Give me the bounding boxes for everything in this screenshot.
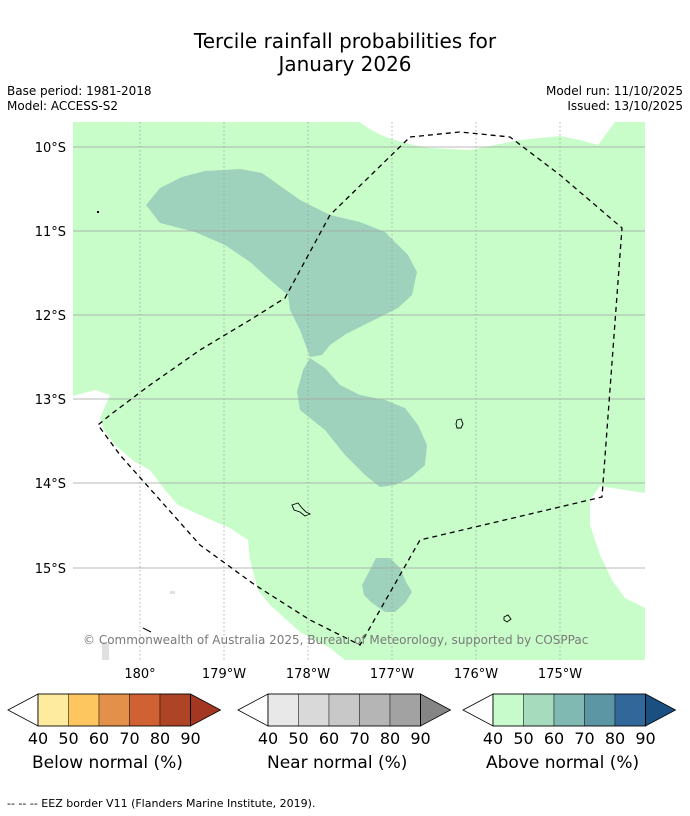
colorbar-segment <box>359 693 391 727</box>
colorbar-frame <box>37 693 191 727</box>
colorbar-segment <box>159 693 191 727</box>
colorbar-segment <box>389 693 421 727</box>
eez-border <box>97 131 623 646</box>
colorbar-tick-label: 50 <box>288 729 308 748</box>
model-info: Base period: 1981-2018 Model: ACCESS-S2 <box>7 84 152 114</box>
lon-label: 175°W <box>538 667 582 682</box>
colorbar-tick-label: 80 <box>150 729 170 748</box>
colorbar-tick-label: 60 <box>89 729 109 748</box>
colorbar-high-arrow <box>190 693 222 727</box>
copyright-notice: © Commonwealth of Australia 2025, Bureau… <box>83 633 589 647</box>
model-name: Model: ACCESS-S2 <box>7 99 119 113</box>
lon-label: 179°W <box>202 667 246 682</box>
colorbar-tick-label: 80 <box>380 729 400 748</box>
island-outline <box>455 418 464 429</box>
colorbar-tick-label: 40 <box>483 729 503 748</box>
colorbar-segment <box>37 693 69 727</box>
eez-footnote: -- -- -- EEZ border V11 (Flanders Marine… <box>7 797 316 810</box>
model-run: Model run: 11/10/2025 <box>545 84 683 98</box>
colorbar-tick-label: 60 <box>319 729 339 748</box>
colorbar-tick-label: 70 <box>119 729 139 748</box>
colorbar-segment <box>614 693 646 727</box>
legend-above-normal-title: Above normal (%) <box>486 753 640 773</box>
colorbar-tick-label: 40 <box>258 729 278 748</box>
colorbar-tick-label: 70 <box>349 729 369 748</box>
lon-label: 178°W <box>286 667 330 682</box>
colorbar-tick-label: 90 <box>410 729 430 748</box>
colorbar-high-arrow <box>420 693 452 727</box>
colorbar-tick-label: 80 <box>605 729 625 748</box>
graticule <box>73 122 645 660</box>
above-normal-50-region-north <box>146 169 417 357</box>
colorbar-0: 40 50 60 70 80 90 <box>7 693 222 748</box>
colorbar-tick-label: 70 <box>574 729 594 748</box>
colorbar-tick-label: 50 <box>513 729 533 748</box>
colorbar-segment <box>298 693 330 727</box>
colorbar-legends: 40 50 60 70 80 90 40 50 60 70 80 90 40 50 60 70 80 90 <box>7 693 677 748</box>
colorbar-frame <box>267 693 421 727</box>
rainfall-map: 10°S11°S12°S13°S14°S15°S 180° 179°W 178°W 1… <box>35 122 645 682</box>
colorbar-segment <box>584 693 616 727</box>
colorbar-segment <box>68 693 100 727</box>
land-speck <box>97 211 99 213</box>
colorbar-segment <box>523 693 555 727</box>
colorbar-2: 40 50 60 70 80 90 <box>462 693 677 748</box>
colorbar-segment <box>267 693 299 727</box>
latitude-labels: 10°S 11°S 12°S 13°S 14°S 15°S <box>35 141 66 577</box>
lon-label: 177°W <box>370 667 414 682</box>
land-speck <box>170 591 175 594</box>
colorbar-tick-label: 90 <box>180 729 200 748</box>
title-line-1: Tercile rainfall probabilities for <box>193 29 497 53</box>
lon-label: 180° <box>124 667 155 682</box>
above-normal-50-region-south <box>362 558 412 612</box>
base-period: Base period: 1981-2018 <box>7 84 152 98</box>
land-speck <box>142 627 152 633</box>
lon-label: 176°W <box>454 667 498 682</box>
colorbar-1: 40 50 60 70 80 90 <box>237 693 452 748</box>
lat-label: 15°S <box>35 562 66 577</box>
island-outline <box>291 502 312 517</box>
colorbar-segment <box>553 693 585 727</box>
map-title: Tercile rainfall probabilities for Janua… <box>0 30 690 76</box>
colorbar-segment <box>492 693 524 727</box>
colorbar-low-arrow <box>237 693 269 727</box>
lat-label: 13°S <box>35 393 66 408</box>
lat-label: 11°S <box>35 225 66 240</box>
lat-label: 12°S <box>35 309 66 324</box>
colorbar-segment <box>129 693 161 727</box>
above-normal-40-region <box>73 122 645 660</box>
colorbar-frame <box>492 693 646 727</box>
colorbar-segment <box>98 693 130 727</box>
colorbar-tick-label: 50 <box>58 729 78 748</box>
colorbar-segment <box>328 693 360 727</box>
legend-near-normal-title: Near normal (%) <box>267 753 408 773</box>
legend-below-normal-title: Below normal (%) <box>32 753 183 773</box>
land-speck <box>102 642 109 660</box>
lat-label: 14°S <box>35 477 66 492</box>
colorbar-tick-label: 60 <box>544 729 564 748</box>
colorbar-low-arrow <box>462 693 494 727</box>
island-outline <box>503 614 512 623</box>
colorbar-tick-label: 90 <box>635 729 655 748</box>
colorbar-high-arrow <box>645 693 677 727</box>
longitude-labels: 180° 179°W 178°W 177°W 176°W 175°W <box>124 667 582 682</box>
issued-date: Issued: 13/10/2025 <box>567 99 683 113</box>
lat-label: 10°S <box>35 141 66 156</box>
run-info: Model run: 11/10/2025 Issued: 13/10/2025 <box>546 84 683 114</box>
title-line-2: January 2026 <box>278 52 412 76</box>
colorbar-tick-label: 40 <box>28 729 48 748</box>
above-normal-50-region-central <box>297 358 427 487</box>
colorbar-low-arrow <box>7 693 39 727</box>
map-plot-area <box>73 122 645 660</box>
